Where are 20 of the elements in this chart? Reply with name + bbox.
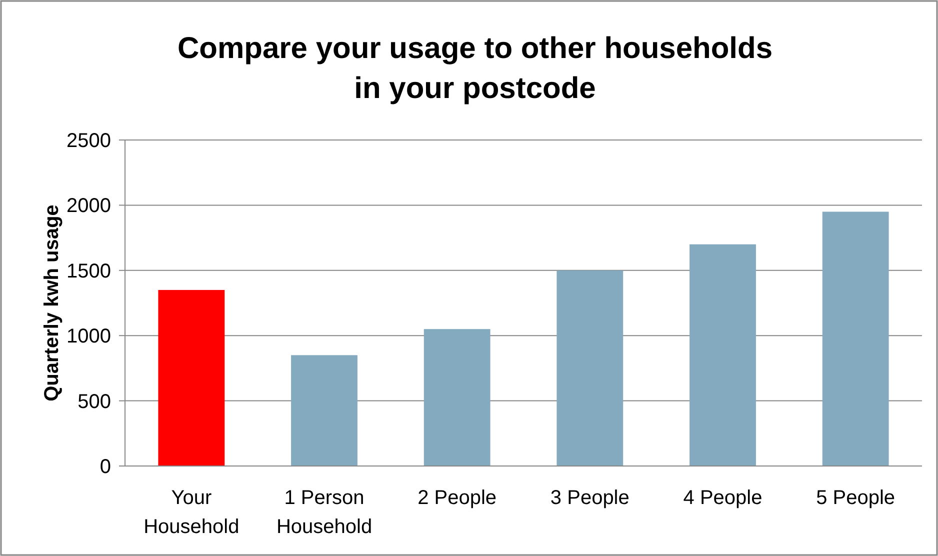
bar xyxy=(424,329,490,466)
bar xyxy=(690,244,756,466)
y-tick-label: 1000 xyxy=(66,326,111,348)
x-tick-label: 5 People xyxy=(816,487,896,509)
chart-title: Compare your usage to other households in your postcode xyxy=(177,32,773,105)
bar xyxy=(556,270,624,466)
bar xyxy=(158,290,225,466)
y-tick-label: 2000 xyxy=(66,195,111,218)
bar xyxy=(822,212,889,466)
y-tick-label: 1500 xyxy=(66,260,111,282)
x-tick-label: 4 People xyxy=(683,487,762,509)
y-tick-label: 2500 xyxy=(66,130,111,152)
bar xyxy=(291,355,358,466)
y-tick-label: 500 xyxy=(78,390,111,413)
y-tick-label: 0 xyxy=(100,456,111,478)
x-tick-label: Your Household xyxy=(144,487,240,538)
y-axis-title: Quarterly kwh usage xyxy=(41,204,63,402)
x-tick-label: 2 People xyxy=(418,487,497,509)
x-tick-label: 3 People xyxy=(550,487,630,509)
x-tick-label: 1 Person Household xyxy=(276,487,372,538)
